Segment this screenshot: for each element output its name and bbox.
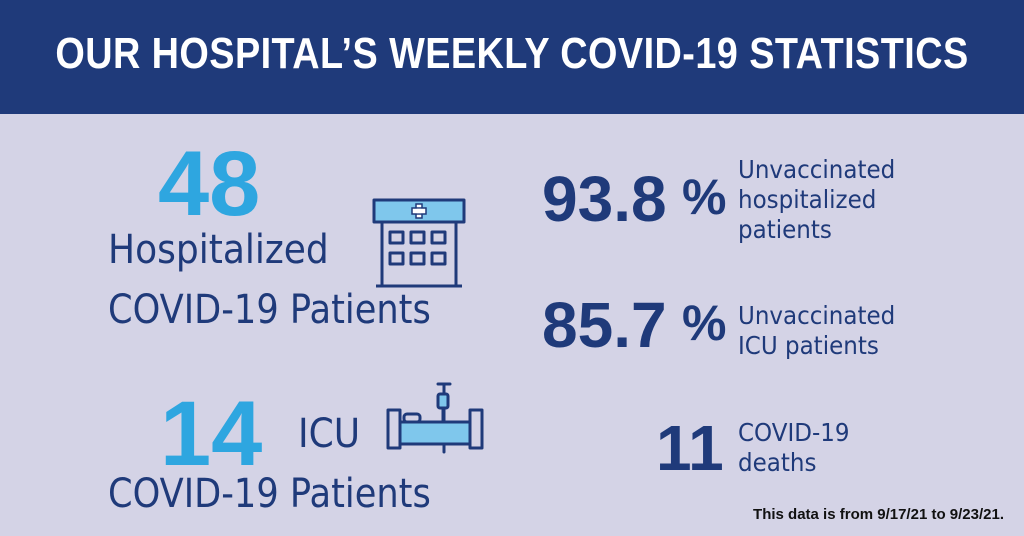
hospital-bed-iv-icon [386,382,484,454]
hospital-building-icon [372,198,466,288]
icu-count: 14 [160,383,263,485]
stat-desc-line: hospitalized [738,185,877,214]
stat-desc-line: Unvaccinated [738,155,896,184]
header-banner: OUR HOSPITAL’S WEEKLY COVID-19 STATISTIC… [0,0,1024,114]
data-date-range-note: This data is from 9/17/21 to 9/23/21. [753,506,1004,523]
stat-desc-line: Unvaccinated [738,301,896,330]
unvaccinated-hospitalized-unit: % [682,169,727,225]
covid-deaths-desc: COVID-19 deaths [738,418,850,478]
covid-deaths-value: 11 [656,412,724,484]
stat-desc-line: ICU patients [738,331,879,360]
stat-desc-line: deaths [738,448,817,477]
stat-desc-line: patients [738,215,832,244]
unvaccinated-icu-unit: % [682,295,727,351]
unvaccinated-hospitalized-desc: Unvaccinated hospitalized patients [738,155,895,245]
unvaccinated-icu-desc: Unvaccinated ICU patients [738,301,895,361]
icu-covid-label: COVID-19 Patients [108,471,431,517]
unvaccinated-icu-value: 85.7 [542,289,667,361]
hospitalized-label: Hospitalized [108,227,329,273]
icu-label: ICU [298,411,361,457]
page-title: OUR HOSPITAL’S WEEKLY COVID-19 STATISTIC… [55,29,969,78]
hospitalized-covid-label: COVID-19 Patients [108,287,431,333]
hospitalized-count: 48 [158,133,261,235]
stat-desc-line: COVID-19 [738,418,850,447]
unvaccinated-hospitalized-value: 93.8 [542,163,667,235]
